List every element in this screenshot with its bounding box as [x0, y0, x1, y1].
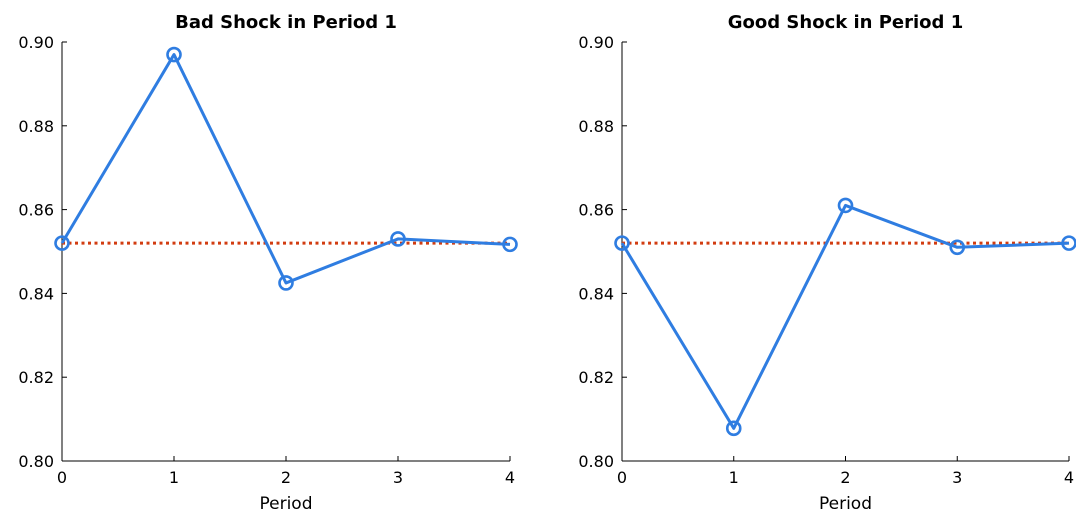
y-tick-label: 0.86: [578, 201, 614, 220]
data-point-marker: [278, 275, 294, 291]
x-axis-label: Period: [819, 494, 872, 514]
x-tick-label: 4: [505, 468, 515, 487]
y-tick-label: 0.90: [578, 33, 614, 52]
y-tick-label: 0.88: [18, 117, 54, 136]
x-tick-label: 1: [169, 468, 179, 487]
y-tick-label: 0.86: [18, 201, 54, 220]
data-point-marker: [390, 231, 406, 247]
x-tick-label: 0: [57, 468, 67, 487]
chart-title: Bad Shock in Period 1: [175, 12, 397, 33]
x-axis-label: Period: [259, 494, 312, 514]
data-point-marker: [166, 46, 182, 63]
chart-panel-good-shock: Good Shock in Period 1 0.80 0.82 0.84 0.86 0.…: [578, 12, 1076, 514]
chart-title: Good Shock in Period 1: [728, 12, 963, 33]
x-tick-label: 1: [729, 468, 739, 487]
x-tick-label: 2: [840, 468, 850, 487]
data-point-marker: [502, 236, 518, 253]
y-tick-label: 0.80: [578, 452, 614, 471]
data-point-marker: [837, 197, 854, 214]
data-point-marker: [949, 239, 966, 256]
x-tick-label: 3: [393, 468, 403, 487]
y-tick-label: 0.84: [578, 284, 614, 303]
y-tick-label: 0.82: [18, 368, 54, 387]
x-tick-label: 0: [617, 468, 627, 487]
y-tick-label: 0.90: [18, 33, 54, 52]
y-tick-label: 0.80: [18, 452, 54, 471]
data-point-marker: [614, 235, 630, 251]
series-line: [620, 203, 1070, 430]
x-tick-label: 2: [281, 468, 291, 487]
data-point-marker: [725, 420, 742, 437]
chart-panel-bad-shock: Bad Shock in Period 1 0.80 0.82 0.84 0.86 0.8…: [18, 12, 518, 514]
x-tick-label: 4: [1064, 468, 1074, 487]
y-tick-label: 0.84: [18, 284, 54, 303]
x-tick-label: 3: [952, 468, 962, 487]
series-line: [60, 53, 511, 285]
y-tick-label: 0.88: [578, 117, 614, 136]
data-point-marker: [54, 235, 70, 251]
y-tick-label: 0.82: [578, 368, 614, 387]
